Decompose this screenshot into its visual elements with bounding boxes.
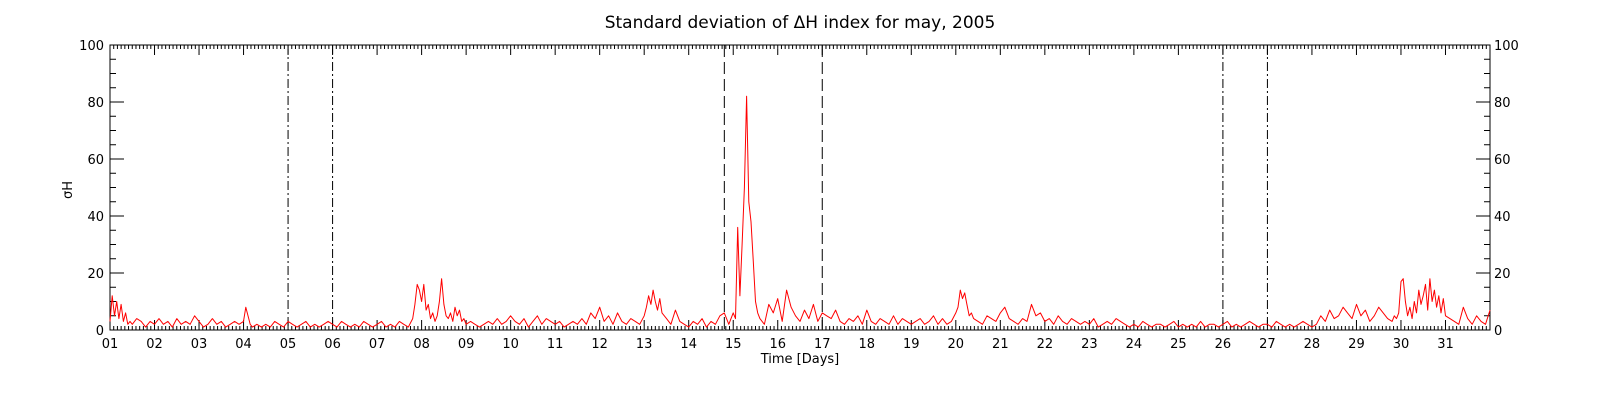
y-tick-label: 100 [79, 39, 104, 54]
x-tick-label: 03 [191, 337, 208, 352]
x-tick-label: 22 [1037, 337, 1054, 352]
x-tick-label: 15 [725, 337, 742, 352]
x-tick-label: 11 [547, 337, 564, 352]
chart-title: Standard deviation of ΔH index for may, … [605, 13, 996, 33]
y-tick-label-right: 40 [1494, 210, 1511, 225]
y-tick-label-right: 80 [1494, 96, 1511, 111]
x-tick-label: 01 [102, 337, 119, 352]
x-tick-label: 21 [992, 337, 1009, 352]
x-tick-label: 20 [948, 337, 965, 352]
y-tick-label: 60 [87, 153, 104, 168]
x-tick-label: 27 [1259, 337, 1276, 352]
axis-ticks [109, 44, 1491, 331]
y-tick-label: 80 [87, 96, 104, 111]
y-tick-label-right: 20 [1494, 267, 1511, 282]
plot-frame [109, 44, 1491, 331]
y-tick-label-right: 100 [1494, 39, 1519, 54]
x-tick-label: 29 [1348, 337, 1365, 352]
x-axis-label: Time [Days] [760, 352, 840, 367]
y-tick-label: 0 [96, 324, 104, 339]
x-tick-label: 19 [903, 337, 920, 352]
x-tick-label: 31 [1437, 337, 1454, 352]
tick-labels: 01 02 03 04 05 06 07 08 09 10 11 12 13 14 15 16 17 18 19 20… [79, 39, 1519, 352]
y-tick-label: 20 [87, 267, 104, 282]
x-tick-label: 18 [859, 337, 876, 352]
x-tick-label: 14 [680, 337, 697, 352]
x-tick-label: 05 [280, 337, 297, 352]
x-tick-label: 17 [814, 337, 831, 352]
x-tick-label: 28 [1304, 337, 1321, 352]
x-tick-label: 10 [502, 337, 519, 352]
y-tick-label-right: 0 [1494, 324, 1502, 339]
x-tick-label: 24 [1126, 337, 1143, 352]
x-tick-label: 06 [324, 337, 341, 352]
x-tick-label: 12 [591, 337, 608, 352]
sigma-h-series [109, 95, 1491, 328]
event-markers [287, 45, 1268, 330]
y-tick-label: 40 [87, 210, 104, 225]
x-tick-label: 23 [1081, 337, 1098, 352]
y-tick-label-right: 60 [1494, 153, 1511, 168]
x-tick-label: 16 [769, 337, 786, 352]
x-tick-label: 09 [458, 337, 475, 352]
x-tick-label: 26 [1215, 337, 1232, 352]
x-tick-label: 25 [1170, 337, 1187, 352]
x-tick-label: 08 [413, 337, 430, 352]
series-group [109, 95, 1491, 328]
y-axis-label: σH [61, 181, 76, 199]
x-tick-label: 04 [235, 337, 252, 352]
x-tick-label: 30 [1393, 337, 1410, 352]
x-tick-label: 13 [636, 337, 653, 352]
x-tick-label: 07 [369, 337, 386, 352]
x-tick-label: 02 [146, 337, 163, 352]
